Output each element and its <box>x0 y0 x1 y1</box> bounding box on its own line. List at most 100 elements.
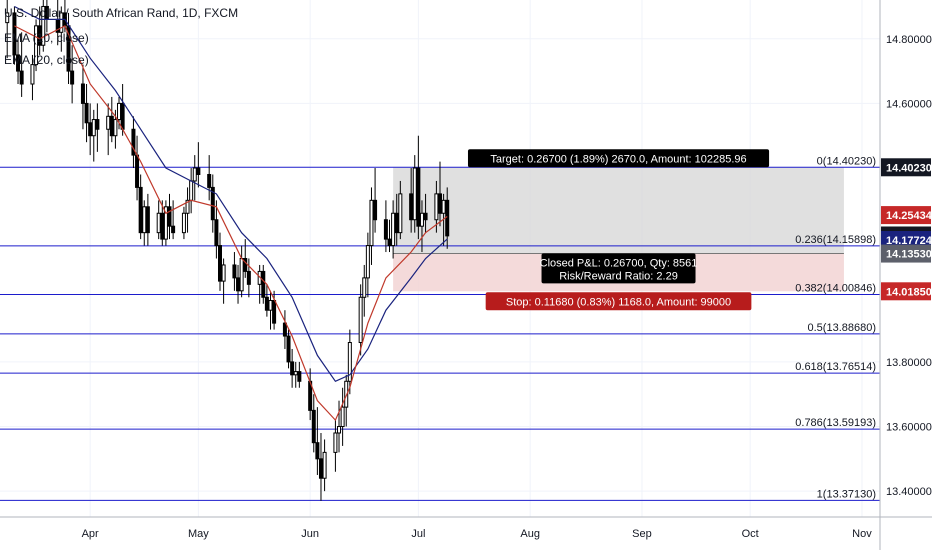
candle-body <box>138 186 143 234</box>
candle-77 <box>394 193 399 246</box>
candle-body <box>34 25 39 66</box>
price-tick-0: 14.80000 <box>886 34 932 46</box>
fib-label-0: 0(14.40230) <box>817 155 876 167</box>
candle-body <box>163 206 168 240</box>
candle-78 <box>398 180 403 240</box>
time-tick-5: Sep <box>632 528 652 540</box>
fib-label-6: 1(13.37130) <box>817 488 876 500</box>
candle-body <box>145 206 150 234</box>
candle-38 <box>196 142 201 188</box>
price-tag-1-bg <box>881 206 931 225</box>
fib-label-3: 0.5(13.88680) <box>808 322 877 334</box>
candle-83 <box>423 193 428 233</box>
candle-36 <box>189 168 194 214</box>
candle-37 <box>192 155 197 201</box>
candle-73 <box>373 168 378 233</box>
stop-label-text: Stop: 0.11680 (0.83%) 1168.0, Amount: 99… <box>506 296 731 308</box>
symbol-title[interactable]: U.S. Dollar / South African Rand, 1D, FX… <box>4 6 239 20</box>
candle-68 <box>347 329 352 395</box>
candle-body <box>113 119 118 137</box>
candle-body <box>445 199 450 237</box>
candle-body <box>394 212 399 234</box>
time-tick-0: Apr <box>82 528 99 540</box>
indicator-ema-slow[interactable]: EMA (20, close) <box>4 53 89 67</box>
candle-60 <box>311 394 316 453</box>
price-tag-3: 14.17724 <box>886 235 932 247</box>
candle-0 <box>5 0 10 59</box>
candle-body <box>84 102 89 124</box>
candle-39 <box>207 155 212 201</box>
candle-50 <box>261 264 266 304</box>
candle-body <box>171 225 176 234</box>
price-tag-5: 14.01850 <box>886 286 932 298</box>
candle-16 <box>88 103 93 156</box>
candle-28 <box>145 193 150 246</box>
closed-pnl-text: Closed P&L: 0.26700, Qty: 8561 <box>540 257 698 269</box>
candle-body <box>192 167 197 182</box>
candle-body <box>246 270 251 285</box>
candle-body <box>347 342 352 382</box>
candle-58 <box>297 361 302 388</box>
candle-41 <box>214 200 219 259</box>
candle-30 <box>160 200 165 246</box>
candle-2 <box>16 38 21 85</box>
candle-15 <box>84 84 89 143</box>
position-labels: Target: 0.26700 (1.89%) 2670.0, Amount: … <box>467 149 770 311</box>
candle-body <box>120 102 125 130</box>
candle-body <box>185 199 190 214</box>
closed-pnl-label: Closed P&L: 0.26700, Qty: 8561Risk/Rewar… <box>540 253 698 284</box>
candle-body <box>362 277 367 298</box>
candle-body <box>156 212 161 234</box>
candle-69 <box>358 284 363 356</box>
candle-body <box>221 264 226 282</box>
time-tick-7: Nov <box>852 528 872 540</box>
candle-body <box>80 83 85 104</box>
candle-body <box>391 212 396 247</box>
candle-body <box>290 361 295 376</box>
candle-body <box>383 219 388 240</box>
time-tick-4: Aug <box>520 528 540 540</box>
target-zone <box>393 167 844 254</box>
price-tag-0: 14.40230 <box>886 162 932 174</box>
time-tick-2: Jun <box>301 528 319 540</box>
candle-body <box>239 258 244 292</box>
candle-body <box>344 380 349 408</box>
candle-body <box>311 409 316 444</box>
price-tag-3-bg <box>881 231 931 250</box>
price-tag-1: 14.25434 <box>886 210 932 222</box>
closed-pnl-bg <box>541 253 696 284</box>
candle-body <box>369 199 374 247</box>
candle-31 <box>163 200 168 246</box>
candle-body <box>160 212 165 240</box>
price-tag-4: 14.13530 <box>886 249 932 261</box>
price-tick-2: 13.80000 <box>886 357 932 369</box>
candle-6 <box>37 6 42 55</box>
candle-70 <box>362 264 367 317</box>
candle-82 <box>419 200 424 253</box>
candle-34 <box>181 206 186 240</box>
candle-29 <box>156 200 161 240</box>
candle-20 <box>109 96 114 143</box>
price-tag-4-bg <box>881 244 931 263</box>
candle-75 <box>387 219 392 253</box>
candle-body <box>373 199 378 221</box>
candle-19 <box>106 103 111 156</box>
candle-body <box>181 212 186 234</box>
candle-body <box>409 193 414 221</box>
candle-body <box>41 5 46 46</box>
candle-body <box>293 371 298 376</box>
indicator-ema-fast[interactable]: EMA (10, close) <box>4 31 89 45</box>
candle-body <box>272 300 277 324</box>
price-tick-4: 13.40000 <box>886 486 932 498</box>
candle-51 <box>264 284 269 317</box>
candle-body <box>16 54 21 72</box>
time-tick-1: May <box>188 528 209 540</box>
ema-lines <box>14 5 448 422</box>
candle-body <box>419 212 424 227</box>
candle-1 <box>12 6 17 65</box>
candle-body <box>232 264 237 279</box>
candle-body <box>337 426 342 434</box>
candle-body <box>88 122 93 137</box>
